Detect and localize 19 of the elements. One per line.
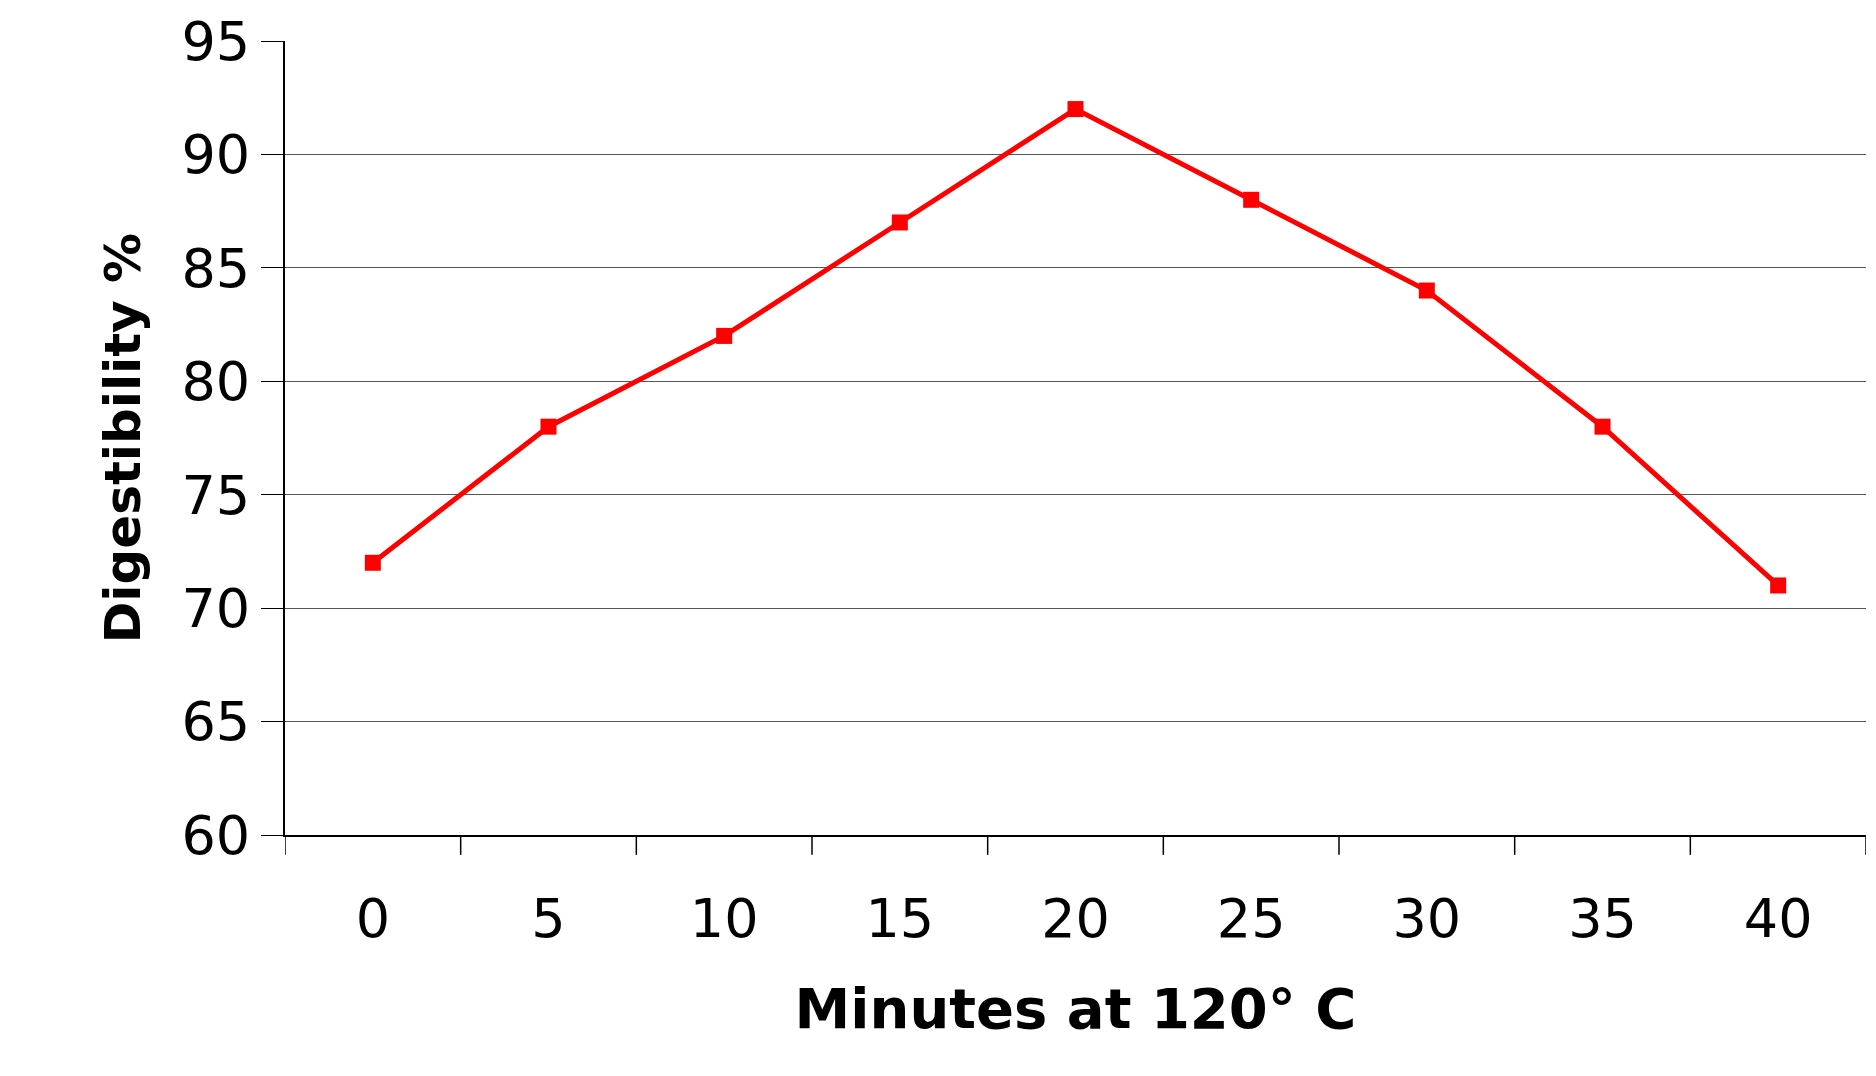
x-tick-label: 5 — [531, 886, 566, 950]
y-tick-label: 95 — [181, 9, 251, 73]
x-axis-title: Minutes at 120° C — [794, 976, 1357, 1041]
y-tick-label: 65 — [181, 690, 251, 754]
x-tick-label: 0 — [355, 886, 391, 950]
x-tick-label: 20 — [1041, 886, 1110, 950]
y-tick-label: 85 — [181, 236, 251, 300]
x-tick-label: 10 — [689, 886, 759, 950]
y-axis-title: Digestibility % — [93, 232, 152, 644]
x-tick-label: 25 — [1216, 886, 1286, 950]
y-tick-label: 70 — [181, 577, 251, 641]
y-tick-label: 90 — [181, 123, 251, 187]
x-tick-label: 35 — [1568, 886, 1637, 950]
y-tick-label: 80 — [181, 350, 251, 414]
x-tick-label: 15 — [865, 886, 935, 950]
y-tick-label: 75 — [181, 463, 251, 527]
x-tick-label: 40 — [1743, 886, 1813, 950]
y-tick-label: 60 — [181, 803, 251, 867]
x-tick-label: 30 — [1392, 886, 1462, 950]
